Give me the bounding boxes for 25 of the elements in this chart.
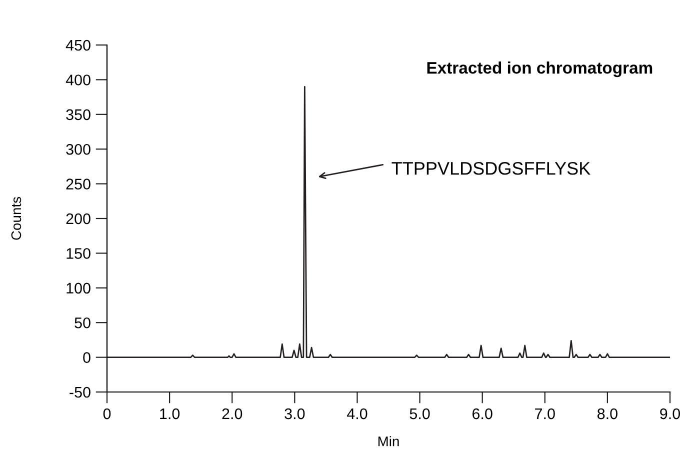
x-tick-label: 1.0 bbox=[160, 408, 180, 420]
y-tick-label: 0 bbox=[83, 352, 90, 363]
x-tick-label: 7.0 bbox=[535, 408, 555, 420]
y-tick-label: 300 bbox=[66, 144, 90, 155]
x-tick-label: 5.0 bbox=[410, 408, 430, 420]
y-tick-label: 400 bbox=[66, 74, 90, 86]
y-tick-label: 200 bbox=[66, 213, 90, 224]
x-tick-label: 0 bbox=[103, 408, 111, 420]
x-tick-label: 3.0 bbox=[284, 408, 305, 420]
y-tick-label: 350 bbox=[66, 109, 90, 120]
y-tick-label: 100 bbox=[66, 282, 90, 294]
x-tick-label: 2.0 bbox=[222, 408, 242, 420]
x-tick-label: 8.0 bbox=[597, 408, 618, 420]
y-tick-label: 150 bbox=[66, 248, 90, 259]
x-tick-label: 6.0 bbox=[472, 408, 492, 420]
x-tick-label: 4.0 bbox=[346, 408, 368, 420]
text: Extracted ion chromatogram bbox=[427, 61, 652, 78]
x-tick-label: 9.0 bbox=[660, 408, 680, 420]
y-tick-label: 450 bbox=[66, 40, 90, 51]
y-axis-title: Counts bbox=[11, 196, 22, 240]
y-tick-label: 250 bbox=[66, 178, 90, 190]
annotation: TTPPVLDSDGSFFLYSK bbox=[392, 162, 590, 175]
x-axis-title: Min bbox=[378, 436, 399, 446]
y-tick-label: 50 bbox=[74, 317, 90, 328]
y-tick-label: -50 bbox=[70, 386, 90, 398]
